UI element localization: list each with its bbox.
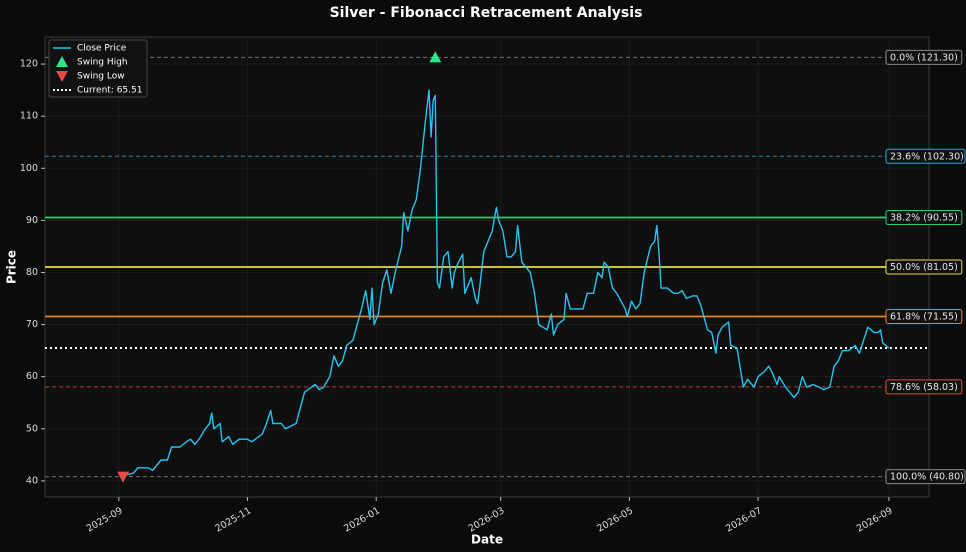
y-tick-label: 40 [26, 475, 38, 486]
fib-label: 23.6% (102.30) [885, 148, 966, 164]
fib-label-box [885, 49, 963, 65]
legend-label: Current: 65.51 [77, 86, 142, 96]
fib-label-box [885, 148, 966, 164]
y-tick-label: 80 [26, 267, 38, 278]
chart-title: Silver - Fibonacci Retracement Analysis [330, 5, 643, 21]
price-line [122, 89, 890, 477]
legend-box [48, 39, 148, 98]
fib-label-box [885, 259, 963, 275]
y-tick-label: 50 [26, 423, 38, 434]
fib-label-text: 100.0% (40.80) [890, 472, 964, 483]
legend: Close Price Swing High Swing Low Current: 6… [48, 39, 148, 98]
fib-label-text: 38.2% (90.55) [890, 213, 958, 224]
fib-label-box [885, 379, 963, 395]
fib-label-box [885, 469, 966, 485]
y-tick-label: 110 [20, 111, 38, 122]
y-tick-label: 120 [20, 59, 38, 70]
fib-label-text: 61.8% (71.55) [890, 311, 958, 322]
swing-low-marker [117, 471, 130, 483]
y-tick-label: 90 [26, 215, 38, 226]
fib-label-text: 78.6% (58.03) [890, 382, 958, 393]
legend-label: Close Price [77, 44, 127, 54]
fib-label-text: 50.0% (81.05) [890, 262, 958, 273]
fib-label: 78.6% (58.03) [885, 379, 963, 395]
legend-symbol [56, 56, 68, 67]
y-tick-label: 100 [20, 163, 38, 174]
fib-label: 0.0% (121.30) [885, 49, 963, 65]
fib-label: 38.2% (90.55) [885, 210, 963, 226]
fib-label-box [885, 308, 963, 324]
legend-label: Swing High [77, 58, 128, 68]
legend-label: Swing Low [77, 72, 125, 82]
fib-label-box [885, 210, 963, 226]
y-axis-label: Price [5, 250, 19, 284]
fib-label-text: 23.6% (102.30) [890, 151, 964, 162]
fib-label: 100.0% (40.80) [885, 469, 966, 485]
y-tick-label: 60 [26, 371, 38, 382]
fib-label-text: 0.0% (121.30) [890, 52, 958, 63]
fib-label: 50.0% (81.05) [885, 259, 963, 275]
y-tick-label: 70 [26, 319, 38, 330]
fib-label: 61.8% (71.55) [885, 308, 963, 324]
x-axis-label: Date [471, 533, 503, 547]
swing-high-marker [429, 51, 442, 63]
legend-symbol [56, 71, 68, 82]
